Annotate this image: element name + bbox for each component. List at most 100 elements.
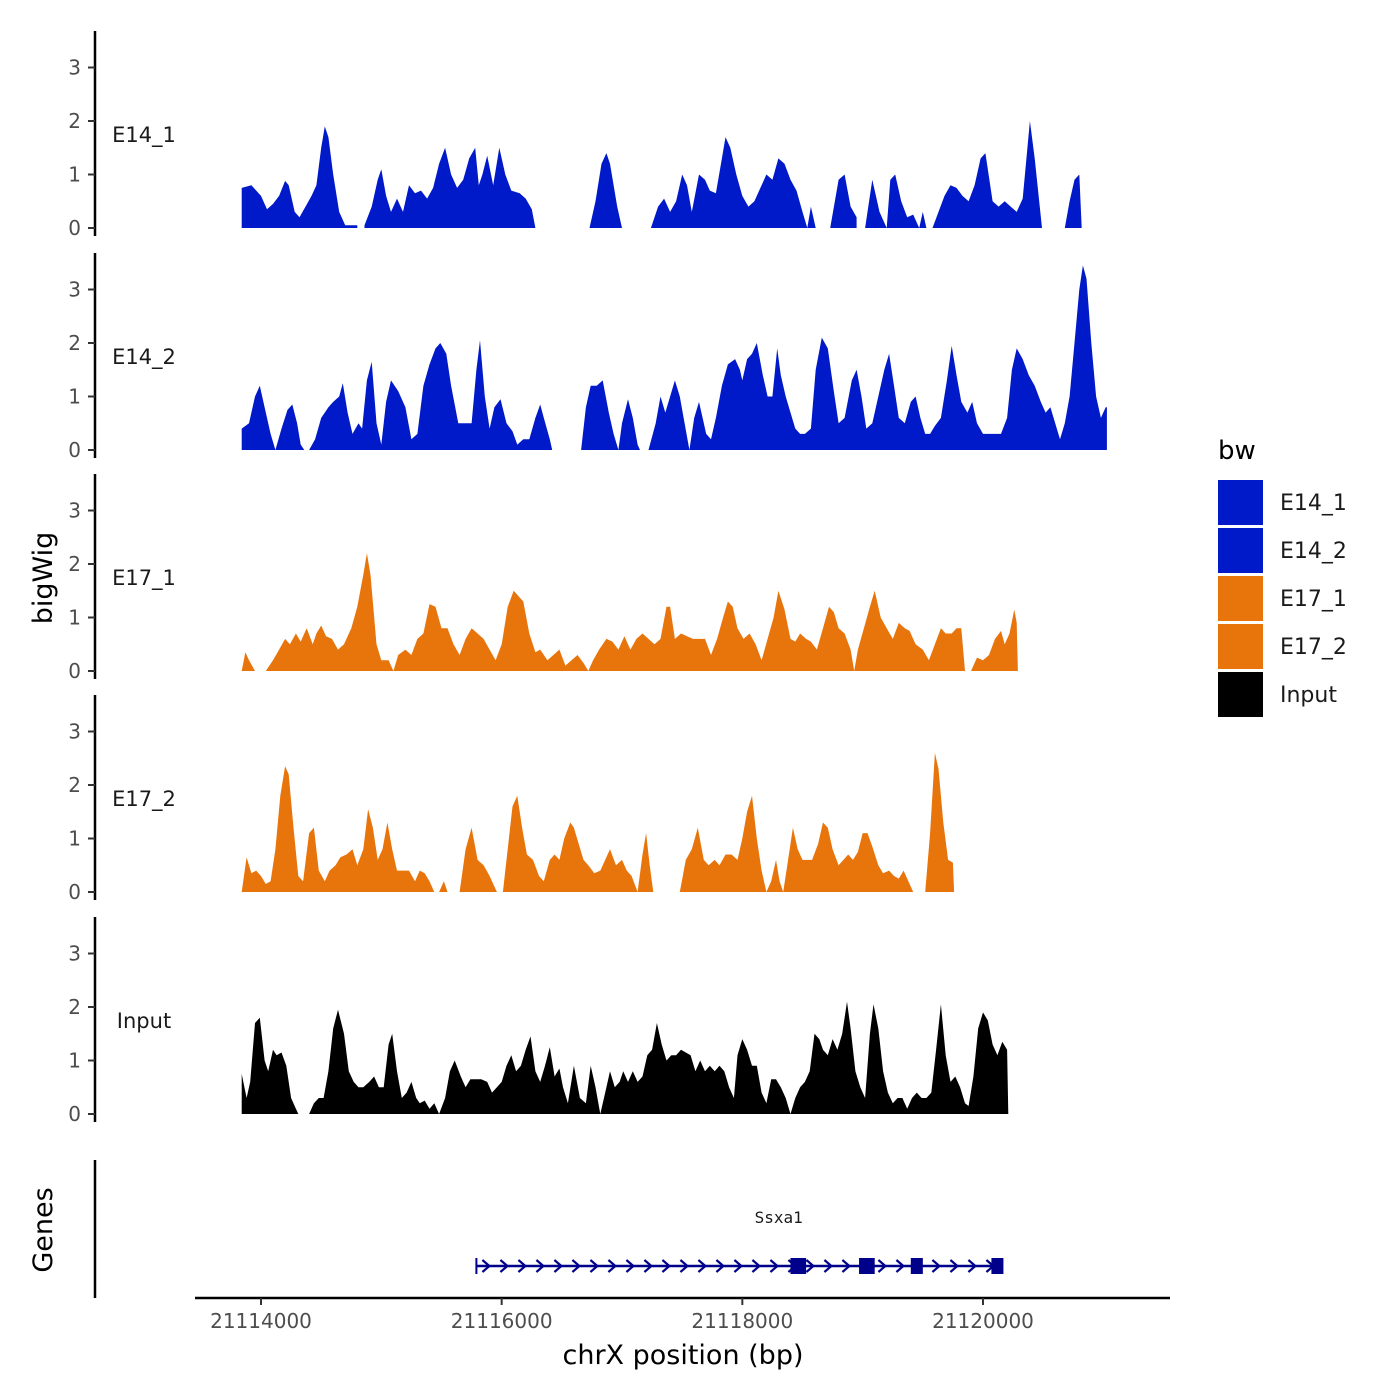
x-tick-label: 21118000 <box>691 1309 793 1333</box>
y-tick-label: 2 <box>68 995 81 1019</box>
signal-area <box>648 265 1107 450</box>
signal-area <box>679 795 914 892</box>
x-axis-title: chrX position (bp) <box>562 1340 803 1371</box>
strand-arrow <box>841 1259 852 1273</box>
signal-area <box>932 121 1042 228</box>
track-label: E17_2 <box>112 787 176 812</box>
signal-area <box>1064 174 1082 228</box>
gene-exon <box>910 1258 923 1274</box>
signal-area <box>830 174 857 228</box>
genes-axis-title: Genes <box>28 1187 59 1272</box>
y-axis-title: bigWig <box>28 532 59 625</box>
y-tick-label: 3 <box>68 56 81 80</box>
strand-arrow <box>823 1259 834 1273</box>
y-tick-label: 0 <box>68 880 81 904</box>
legend-label-input: Input <box>1280 683 1337 708</box>
signal-area <box>241 385 305 450</box>
track-label: Input <box>117 1009 171 1033</box>
strand-arrow <box>553 1259 564 1273</box>
y-tick-label: 1 <box>68 1049 81 1073</box>
strand-arrow <box>877 1259 888 1273</box>
strand-arrow <box>571 1259 582 1273</box>
signal-area <box>650 137 816 228</box>
track-label: E14_2 <box>112 345 176 370</box>
y-tick-label: 3 <box>68 720 81 744</box>
y-tick-label: 3 <box>68 942 81 966</box>
signal-area <box>502 795 654 892</box>
gene-exon <box>991 1258 1004 1274</box>
signal-area <box>925 752 955 892</box>
strand-arrow <box>715 1259 726 1273</box>
y-tick-label: 0 <box>68 1102 81 1126</box>
legend-key-e14-1 <box>1218 480 1263 525</box>
signal-area <box>364 147 536 228</box>
signal-area <box>241 652 255 671</box>
strand-arrow <box>661 1259 672 1273</box>
strand-arrow <box>805 1259 816 1273</box>
strand-arrow <box>949 1259 960 1273</box>
y-tick-label: 2 <box>68 109 81 133</box>
signal-area <box>241 126 358 228</box>
strand-arrow <box>589 1259 600 1273</box>
gene-label: Ssxa1 <box>755 1208 803 1227</box>
track-label: E14_1 <box>112 123 176 148</box>
legend-key-e14-2 <box>1218 528 1263 573</box>
y-tick-label: 2 <box>68 773 81 797</box>
x-axis: 21114000 21116000 21118000 21120000 <box>195 1296 1170 1333</box>
strand-arrow <box>967 1259 978 1273</box>
x-tick-label: 21116000 <box>451 1309 553 1333</box>
legend-label-e14-2: E14_2 <box>1280 539 1347 564</box>
strand-arrow <box>607 1259 618 1273</box>
y-tick-label: 2 <box>68 331 81 355</box>
x-tick-label: 21114000 <box>210 1309 312 1333</box>
legend: bw E14_1 E14_2 E17_1 E17_2 Input <box>1218 436 1347 717</box>
y-tick-label: 0 <box>68 216 81 240</box>
track-label: E17_1 <box>112 566 176 591</box>
legend-key-e17-2 <box>1218 624 1263 669</box>
signal-area <box>589 153 622 228</box>
strand-arrow <box>769 1259 780 1273</box>
signal-area <box>581 380 640 450</box>
signal-area <box>865 174 927 228</box>
strand-arrow <box>733 1259 744 1273</box>
gene-exon <box>790 1258 807 1274</box>
strand-arrow <box>625 1259 636 1273</box>
signal-area <box>241 766 435 892</box>
y-tick-label: 3 <box>68 278 81 302</box>
signal-area <box>309 340 553 450</box>
signal-area <box>265 553 965 671</box>
legend-key-input <box>1218 672 1263 717</box>
signal-area <box>971 609 1018 671</box>
genes-panel: Ssxa1 <box>93 1160 1004 1298</box>
strand-arrow <box>517 1259 528 1273</box>
y-tick-label: 0 <box>68 438 81 462</box>
strand-arrow <box>535 1259 546 1273</box>
strand-arrow <box>679 1259 690 1273</box>
strand-arrow <box>643 1259 654 1273</box>
track-e14-1: 0 1 2 3 E14_1 <box>68 31 1082 240</box>
signal-area <box>309 1001 1009 1114</box>
y-tick-label: 1 <box>68 606 81 630</box>
y-tick-label: 1 <box>68 827 81 851</box>
x-tick-label: 21120000 <box>932 1309 1034 1333</box>
y-tick-label: 2 <box>68 552 81 576</box>
legend-label-e14-1: E14_1 <box>1280 491 1347 516</box>
strand-arrow <box>895 1259 906 1273</box>
legend-label-e17-1: E17_1 <box>1280 587 1347 612</box>
strand-arrow <box>931 1259 942 1273</box>
y-tick-label: 3 <box>68 499 81 523</box>
signal-area <box>459 827 497 892</box>
strand-arrow <box>697 1259 708 1273</box>
signal-area <box>241 1017 299 1114</box>
legend-label-e17-2: E17_2 <box>1280 635 1347 660</box>
legend-title: bw <box>1218 436 1256 466</box>
y-tick-label: 1 <box>68 163 81 187</box>
legend-key-e17-1 <box>1218 576 1263 621</box>
track-e17-1: 0 1 2 3 E17_1 <box>68 474 1018 683</box>
strand-arrow <box>481 1259 492 1273</box>
signal-tracks: 0 1 2 3 E14_1 0 1 2 3 E14_2 0 1 2 3 E17_1 0 1 2 3 E17_2 0 1 2 3… <box>68 31 1107 1126</box>
strand-arrow <box>499 1259 510 1273</box>
y-tick-label: 0 <box>68 659 81 683</box>
gene-exon <box>859 1258 875 1274</box>
